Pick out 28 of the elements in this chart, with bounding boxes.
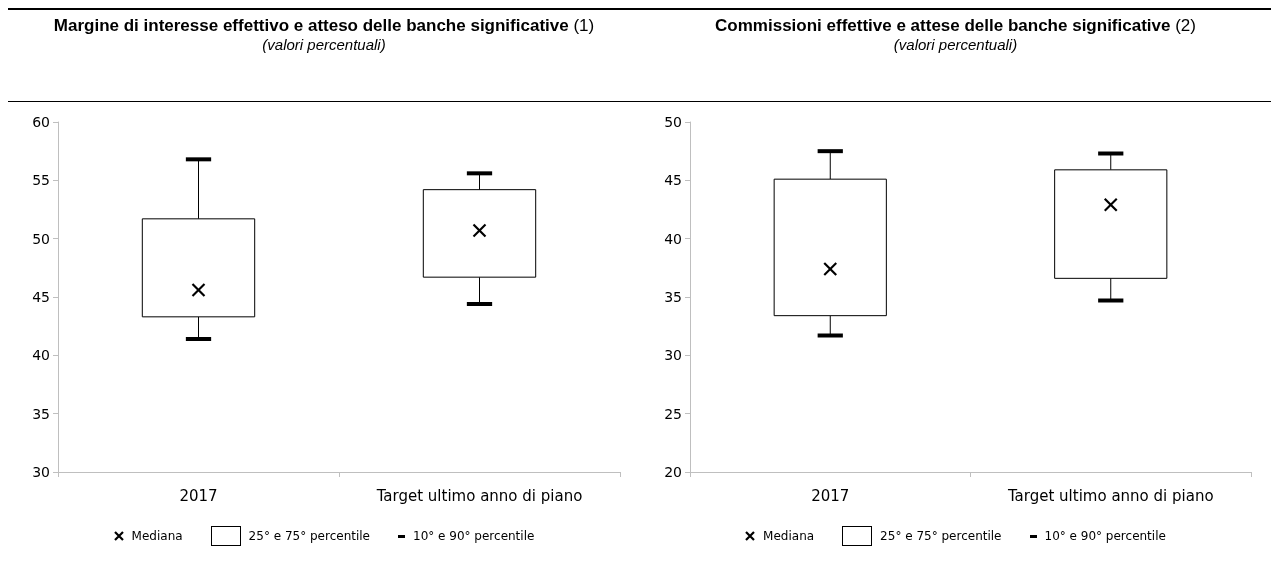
legend-label: 25° e 75° percentile: [248, 529, 370, 543]
x-tick-label: Target ultimo anno di piano: [375, 486, 583, 505]
y-tick-label: 45: [664, 172, 682, 189]
y-tick-label: 45: [32, 289, 50, 305]
chart-subtitle: (valori percentuali): [892, 36, 1019, 53]
legend-label: 25° e 75° percentile: [880, 529, 1002, 543]
y-tick-label: 30: [32, 464, 50, 480]
y-tick-label: 20: [664, 464, 682, 480]
y-tick-label: 50: [32, 230, 50, 247]
chart-title: Commissioni effettive e attese delle banche significative (2): [714, 16, 1197, 36]
chart-title: Margine di interesse effettivo e atteso delle banche significative (1): [52, 16, 596, 36]
chart-subtitle: (valori percentuali): [261, 36, 387, 53]
y-tick-label: 40: [664, 230, 682, 247]
x-tick-label: Target ultimo anno di piano: [1006, 486, 1214, 505]
y-tick-label: 50: [664, 114, 682, 130]
text: 10° e 90° percentile: [1044, 529, 1166, 543]
y-tick-label: 55: [32, 172, 50, 189]
y-tick-label: 25: [664, 405, 682, 422]
text: Mediana: [763, 529, 815, 543]
x-tick-label: 2017: [179, 486, 218, 505]
y-tick-label: 60: [32, 114, 50, 130]
y-tick-label: 40: [32, 347, 50, 364]
text: 10° e 90° percentile: [413, 529, 535, 543]
y-tick-label: 30: [664, 347, 682, 364]
y-tick-label: 35: [32, 405, 50, 422]
y-tick-label: 35: [664, 289, 682, 305]
text: Mediana: [131, 529, 183, 543]
x-tick-label: 2017: [811, 486, 850, 505]
